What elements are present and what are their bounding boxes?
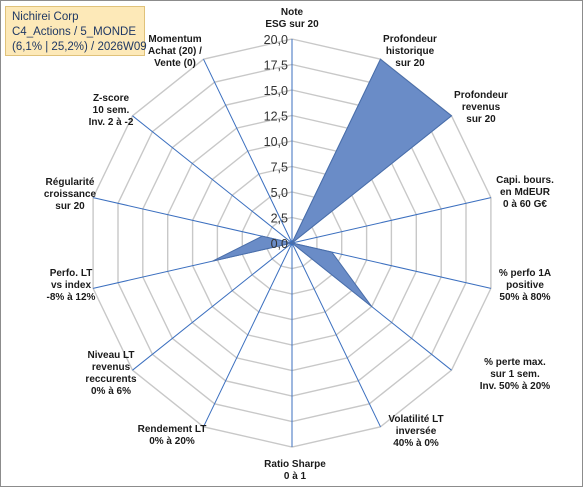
axis-label-line: Vente (0) bbox=[154, 58, 196, 69]
tick-label: 17,5 bbox=[264, 59, 288, 73]
axis-label-line: historique bbox=[386, 46, 435, 57]
category-text: C4_Actions / 5_MONDE bbox=[12, 26, 136, 38]
axis-label-line: % perte max. bbox=[484, 357, 546, 368]
axis-label-line: Inv. 50% à 20% bbox=[480, 381, 551, 392]
data-series-polygon bbox=[212, 58, 453, 307]
tick-label: 7,5 bbox=[271, 161, 288, 175]
tick-label: 15,0 bbox=[264, 84, 288, 98]
axis-label-line: Régularité bbox=[46, 177, 95, 188]
axis-label-line: sur 20 bbox=[395, 58, 425, 69]
tick-label: 10,0 bbox=[264, 135, 288, 149]
axis-label-line: Niveau LT bbox=[87, 350, 134, 361]
axis-label-line: 0 à 1 bbox=[284, 471, 307, 482]
axis-label: Profondeur revenus sur 20 bbox=[454, 90, 508, 125]
axis-label-line: 0% à 20% bbox=[149, 436, 195, 447]
axis-label-line: Momentum bbox=[148, 34, 201, 45]
axis-label-line: 50% à 80% bbox=[499, 292, 550, 303]
axis-label-line: en MdEUR bbox=[500, 187, 551, 198]
axis-label-line: Ratio Sharpe bbox=[264, 459, 326, 470]
axis-label-line: croissance bbox=[44, 189, 97, 200]
axis-label: Régularité croissance sur 20 bbox=[44, 177, 97, 212]
axis-line bbox=[132, 242, 293, 371]
axis-label-line: reccurents bbox=[85, 374, 137, 385]
axis-label-line: Achat (20) / bbox=[148, 46, 202, 57]
axis-line bbox=[92, 197, 293, 244]
tick-label: 0,0 bbox=[271, 237, 288, 251]
axis-label-line: -8% à 12% bbox=[47, 292, 96, 303]
axis-line bbox=[291, 197, 492, 244]
tick-label: 12,5 bbox=[264, 110, 288, 124]
tick-label: 2,5 bbox=[271, 212, 288, 226]
axis-label-line: sur 20 bbox=[55, 201, 85, 212]
tick-label: 20,0 bbox=[264, 33, 288, 47]
axis-label: Volatilité LT inversée 40% à 0% bbox=[388, 414, 443, 449]
axis-label: % perte max. sur 1 sem. Inv. 50% à 20% bbox=[480, 357, 551, 392]
axis-label: % perfo 1A positive 50% à 80% bbox=[499, 268, 551, 303]
axis-label: Momentum Achat (20) / Vente (0) bbox=[148, 34, 202, 69]
axis-line bbox=[132, 115, 293, 244]
axis-label-line: 10 sem. bbox=[93, 105, 130, 116]
axis-label-line: Volatilité LT bbox=[388, 414, 443, 425]
axis-label: Rendement LT 0% à 20% bbox=[138, 424, 207, 447]
axis-label: Note ESG sur 20 bbox=[265, 7, 319, 30]
tick-label: 5,0 bbox=[271, 186, 288, 200]
axis-label-line: Note bbox=[281, 7, 304, 18]
axis-label-line: revenus bbox=[462, 102, 501, 113]
axis-label-line: 40% à 0% bbox=[393, 438, 439, 449]
axis-line bbox=[203, 58, 293, 244]
axis-label-line: ESG sur 20 bbox=[265, 19, 319, 30]
axis-label-line: Profondeur bbox=[454, 90, 508, 101]
axis-label: Z-score 10 sem. Inv. 2 à -2 bbox=[89, 93, 134, 128]
axis-label-line: Rendement LT bbox=[138, 424, 207, 435]
axis-label-line: Perfo. LT bbox=[50, 268, 93, 279]
axis-label-line: vs index bbox=[51, 280, 91, 291]
axis-label: Perfo. LT vs index -8% à 12% bbox=[47, 268, 96, 303]
axis-line bbox=[203, 242, 293, 428]
axis-label: Capi. bours. en MdEUR 0 à 60 G€ bbox=[496, 175, 554, 210]
axis-label-line: 0 à 60 G€ bbox=[503, 199, 547, 210]
axis-label: Ratio Sharpe 0 à 1 bbox=[264, 459, 326, 482]
axis-label-line: Capi. bours. bbox=[496, 175, 554, 186]
axis-label: Niveau LT revenus reccurents 0% à 6% bbox=[85, 350, 137, 397]
axis-label-line: sur 1 sem. bbox=[490, 369, 540, 380]
axis-label-line: 0% à 6% bbox=[91, 386, 131, 397]
axis-label: Profondeur historique sur 20 bbox=[383, 34, 437, 69]
axis-label-line: revenus bbox=[92, 362, 131, 373]
tick-layer: 0,0 2,5 5,0 7,5 10,0 12,5 15,0 17,5 20,0 bbox=[264, 33, 288, 251]
axis-label-line: inversée bbox=[396, 426, 437, 437]
stats-text: (6,1% | 25,2%) / 2026W09 bbox=[12, 41, 147, 53]
axis-label-line: positive bbox=[506, 280, 544, 291]
axis-label-line: Inv. 2 à -2 bbox=[89, 117, 134, 128]
axis-label-line: Profondeur bbox=[383, 34, 437, 45]
axis-label-line: sur 20 bbox=[466, 114, 496, 125]
data-layer bbox=[212, 58, 453, 307]
company-name: Nichirei Corp bbox=[12, 11, 79, 23]
axis-line bbox=[291, 242, 381, 428]
axis-label-line: % perfo 1A bbox=[499, 268, 551, 279]
axis-label-line: Z-score bbox=[93, 93, 130, 104]
info-box: Nichirei Corp C4_Actions / 5_MONDE (6,1%… bbox=[5, 6, 147, 56]
